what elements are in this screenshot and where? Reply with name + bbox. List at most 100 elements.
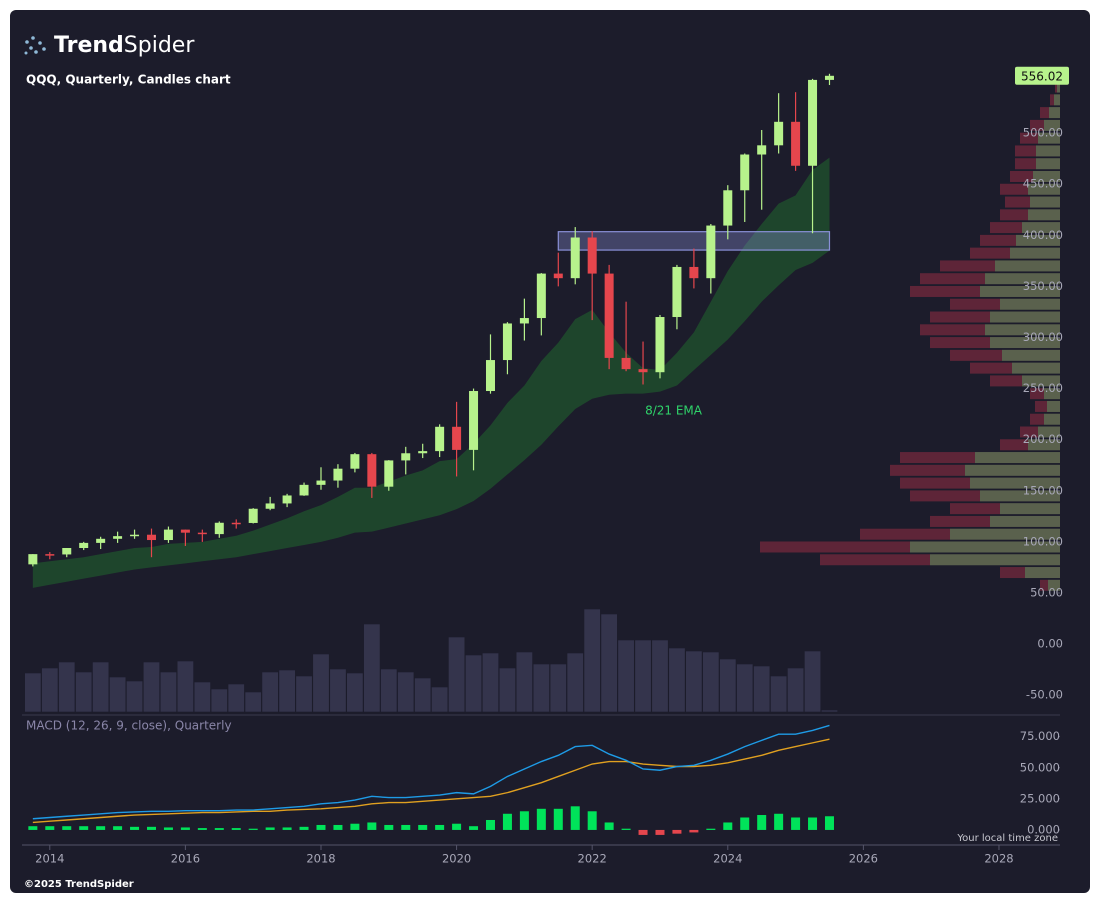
profile-up (965, 464, 1060, 476)
macd-histogram-bar (79, 826, 89, 830)
candle-body (536, 273, 546, 319)
macd-histogram-bar (587, 811, 597, 830)
profile-up (1036, 145, 1060, 157)
candle-body (350, 454, 360, 469)
profile-down (760, 541, 910, 553)
y-tick-label: 250.00 (1023, 381, 1063, 395)
volume-bar (634, 639, 652, 713)
profile-down (940, 260, 995, 272)
candle-body (384, 460, 394, 487)
profile-down (1020, 132, 1038, 144)
profile-down (1040, 107, 1049, 119)
profile-down (1030, 413, 1044, 425)
macd-histogram-bar (401, 824, 411, 830)
macd-histogram-bar (28, 826, 38, 830)
candle-body (248, 508, 258, 523)
volume-bar (685, 650, 703, 713)
candle-body (418, 451, 428, 454)
volume-bar (58, 661, 76, 713)
candle-body (180, 529, 190, 533)
macd-histogram-bar (282, 827, 292, 830)
macd-histogram-bar (214, 828, 224, 830)
macd-histogram-bar (180, 827, 190, 830)
x-tick-label: 2024 (713, 852, 742, 866)
logo-bold: Trend (54, 33, 124, 58)
macd-histogram-bar (519, 811, 529, 830)
candle-body (28, 554, 38, 565)
volume-bar (329, 668, 347, 713)
volume-bar (651, 639, 669, 713)
candle-body (96, 538, 106, 543)
profile-down (1050, 94, 1054, 106)
macd-line (32, 724, 830, 820)
profile-down (1000, 209, 1028, 221)
y-tick-label: 200.00 (1023, 432, 1063, 446)
volume-bar (820, 709, 838, 713)
profile-down (1000, 439, 1028, 451)
candle-body (130, 534, 140, 537)
volume-bar (278, 669, 296, 713)
volume-bar (244, 691, 262, 713)
macd-histogram-bar (824, 816, 834, 830)
candle-body (774, 121, 784, 146)
profile-up (1030, 196, 1060, 208)
profile-down (950, 298, 1000, 310)
profile-down (930, 515, 990, 527)
profile-down (820, 554, 930, 566)
volume-bar (668, 647, 686, 713)
profile-up (1033, 170, 1060, 182)
candle-body (587, 237, 597, 274)
macd-histogram-bar (808, 817, 818, 830)
macd-histogram-bar (316, 824, 326, 830)
macd-histogram-bar (757, 815, 767, 830)
ema-label: 8/21 EMA (645, 404, 703, 418)
candle-body (791, 121, 801, 166)
y-tick-label: 400.00 (1023, 228, 1063, 242)
candle-body (435, 426, 445, 452)
candle-body (62, 548, 72, 555)
profile-up (1044, 388, 1060, 400)
profile-up (1047, 400, 1060, 412)
profile-down (920, 324, 985, 336)
candle-body (757, 145, 767, 155)
profile-down (1055, 81, 1057, 93)
profile-up (990, 311, 1060, 323)
volume-bar (583, 608, 601, 713)
profile-up (1044, 119, 1060, 131)
macd-histogram-bar (740, 817, 750, 830)
candle-body (299, 484, 309, 496)
profile-down (860, 528, 950, 540)
macd-histogram-bar (418, 824, 428, 830)
logo-text: TrendSpider (54, 33, 195, 58)
volume-bar (210, 688, 228, 713)
profile-up (1028, 439, 1060, 451)
candle-body (282, 495, 292, 504)
profile-up (910, 541, 1060, 553)
profile-up (985, 324, 1060, 336)
macd-y-tick-label: 75.000 (1020, 729, 1060, 743)
candle-body (706, 225, 716, 279)
volume-bar (770, 675, 788, 713)
ema-band (32, 157, 830, 588)
profile-up (1022, 222, 1060, 234)
volume-bar (109, 676, 127, 713)
candle-body (469, 391, 479, 450)
candle-body (604, 273, 614, 358)
footer: ©2025 TrendSpider (24, 879, 134, 890)
candle-body (808, 79, 818, 166)
profile-down (1020, 426, 1038, 438)
macd-histogram-bar (367, 822, 377, 830)
macd-histogram-bar (791, 817, 801, 830)
macd-histogram-bar (299, 826, 309, 830)
volume-bar (515, 651, 533, 713)
macd-histogram-bar (570, 806, 580, 830)
macd-histogram-bar (248, 828, 258, 830)
macd-histogram-bar (197, 828, 207, 830)
macd-histogram-bar (333, 824, 343, 830)
y-tick-label: 500.00 (1023, 126, 1063, 140)
candle-body (45, 554, 55, 556)
profile-down (930, 311, 990, 323)
candle-body (621, 357, 631, 370)
